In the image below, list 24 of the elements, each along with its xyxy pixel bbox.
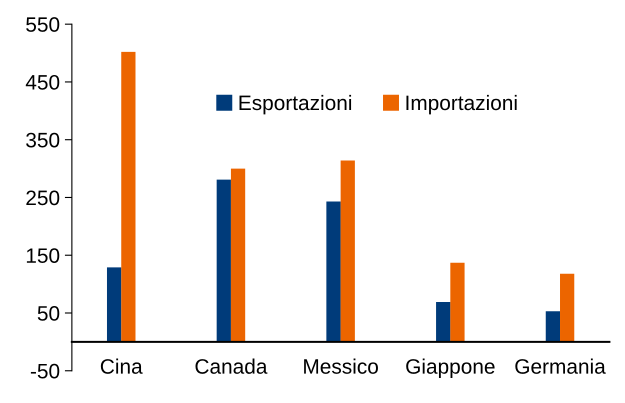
x-tick-label: Germania (515, 358, 606, 374)
legend-label: Esportazioni (240, 94, 352, 114)
bar (230, 168, 246, 342)
bar (546, 311, 560, 342)
x-tick-label: Cina (100, 358, 143, 374)
y-tick-label: 50 (38, 306, 60, 321)
x-tick-label: Canada (196, 358, 268, 374)
bar (216, 180, 231, 342)
y-tick-label: 550 (26, 17, 60, 32)
bar (340, 160, 355, 342)
x-tick-label: Giappone (406, 358, 495, 378)
y-tick-label: -50 (30, 364, 60, 379)
bar (121, 52, 136, 342)
bar (326, 202, 341, 342)
y-tick-label: 350 (26, 132, 60, 148)
bar (106, 267, 122, 342)
y-tick-label: 250 (26, 190, 60, 206)
bar (450, 262, 465, 342)
bar (560, 274, 574, 342)
y-tick-label: 450 (26, 74, 60, 90)
y-tick-label: 150 (26, 248, 60, 263)
legend-label: Importazioni (406, 94, 517, 114)
x-tick-label: Messico (304, 358, 378, 374)
bar (436, 302, 450, 342)
